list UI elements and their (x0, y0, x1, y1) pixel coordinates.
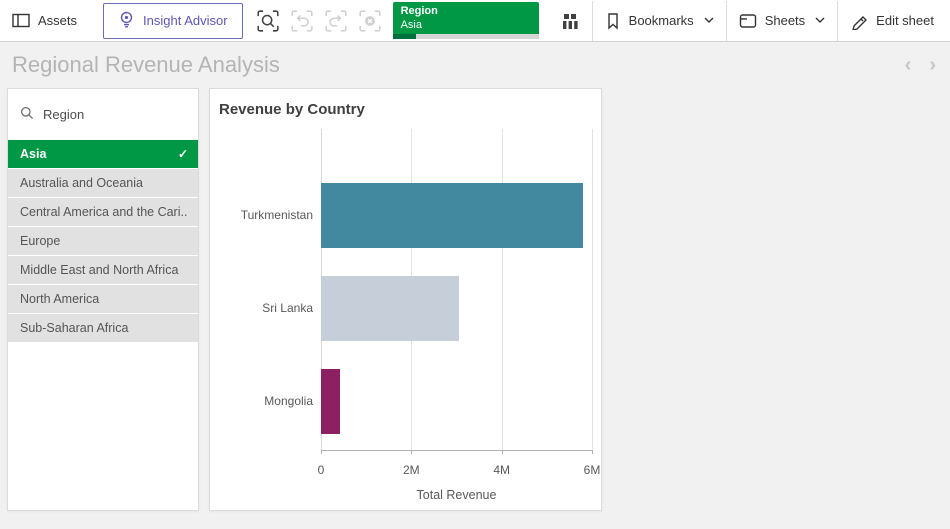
bookmark-icon (605, 12, 621, 30)
insight-advisor-label: Insight Advisor (143, 13, 228, 28)
selection-tools (253, 6, 385, 36)
category-label: Mongolia (213, 369, 313, 434)
sheets-label: Sheets (765, 13, 805, 28)
filter-item-australia-and-oceania[interactable]: Australia and Oceania (8, 169, 198, 197)
panel-left-icon (12, 13, 30, 28)
bar-row: Turkmenistan (321, 183, 592, 248)
grid-icon (561, 12, 580, 30)
category-label: Sri Lanka (213, 276, 313, 341)
filter-item-middle-east-north-africa[interactable]: Middle East and North Africa (8, 256, 198, 284)
selection-chip-region[interactable]: Region Asia (393, 2, 539, 39)
filter-item-sub-saharan-africa[interactable]: Sub-Saharan Africa (8, 314, 198, 342)
bookmarks-label: Bookmarks (629, 13, 694, 28)
x-tick-label: 2M (403, 463, 420, 477)
chevron-down-icon (704, 17, 714, 24)
step-back-icon[interactable] (287, 6, 317, 36)
filterpane-header[interactable]: Region (8, 89, 198, 140)
selection-chip-field: Region (401, 5, 531, 19)
x-tick-label: 6M (584, 463, 601, 477)
app-overview-button[interactable] (549, 0, 592, 42)
axis-tick (502, 450, 503, 454)
category-label: Turkmenistan (213, 183, 313, 248)
filterpane-title: Region (43, 107, 84, 122)
bar-row: Mongolia (321, 369, 592, 434)
search-icon (20, 106, 34, 123)
filter-item-central-america[interactable]: Central America and the Cari... (8, 198, 198, 226)
sheet-content: Region Asia ✓ Australia and Oceania Cent… (0, 88, 950, 529)
checkmark-icon: ✓ (178, 140, 188, 168)
selection-chip-progress (393, 34, 539, 39)
bar[interactable] (321, 183, 583, 248)
sheet-title: Regional Revenue Analysis (12, 52, 280, 78)
edit-sheet-button[interactable]: Edit sheet (838, 0, 946, 42)
bookmarks-button[interactable]: Bookmarks (593, 0, 726, 42)
bar-row: Sri Lanka (321, 276, 592, 341)
revenue-by-country-chart: Revenue by Country Turkmenistan Sri Lank… (209, 88, 602, 511)
x-tick-label: 4M (493, 463, 510, 477)
chart-plot-area: Turkmenistan Sri Lanka Mongolia 0 2M 4M … (321, 129, 592, 450)
sheets-button[interactable]: Sheets (727, 0, 837, 42)
axis-tick (411, 450, 412, 454)
filter-item-asia[interactable]: Asia ✓ (8, 140, 198, 168)
filter-item-north-america[interactable]: North America (8, 285, 198, 313)
x-axis-title: Total Revenue (321, 488, 592, 502)
insight-advisor-icon (118, 11, 135, 31)
bar[interactable] (321, 276, 459, 341)
pencil-icon (850, 12, 868, 30)
selection-chip-value: Asia (401, 19, 531, 33)
chart-title: Revenue by Country (219, 101, 365, 118)
region-filterpane: Region Asia ✓ Australia and Oceania Cent… (7, 88, 199, 511)
next-sheet-icon[interactable]: › (929, 55, 936, 75)
assets-label: Assets (38, 13, 77, 28)
bar[interactable] (321, 369, 340, 434)
insight-advisor-button[interactable]: Insight Advisor (103, 3, 243, 39)
app-toolbar: Assets Insight Advisor (0, 0, 950, 42)
x-axis-line (321, 450, 592, 451)
edit-sheet-label: Edit sheet (876, 13, 934, 28)
assets-button[interactable]: Assets (0, 0, 89, 42)
sheet-header: Regional Revenue Analysis ‹ › (0, 42, 950, 88)
axis-tick (321, 450, 322, 454)
previous-sheet-icon[interactable]: ‹ (905, 55, 912, 75)
chevron-down-icon (815, 17, 825, 24)
x-tick-label: 0 (318, 463, 325, 477)
sheet-icon (739, 13, 757, 29)
smart-search-icon[interactable] (253, 6, 283, 36)
clear-selections-icon[interactable] (355, 6, 385, 36)
step-forward-icon[interactable] (321, 6, 351, 36)
filter-item-europe[interactable]: Europe (8, 227, 198, 255)
axis-tick (592, 450, 593, 454)
gridline (592, 129, 593, 450)
